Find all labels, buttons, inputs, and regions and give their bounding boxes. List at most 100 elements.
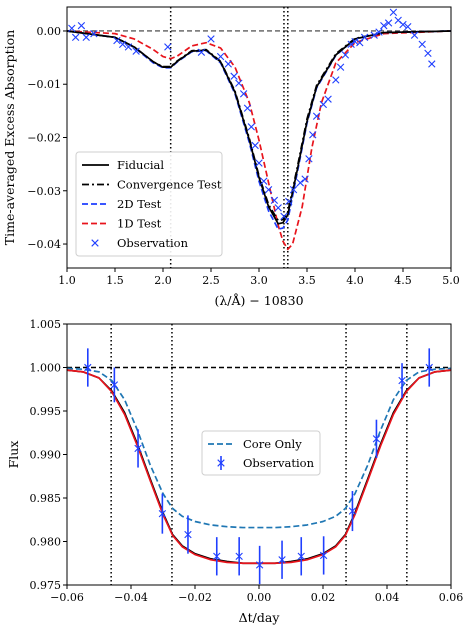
x-tick-label: 4.5 bbox=[394, 274, 412, 287]
legend-label: Observation bbox=[243, 456, 315, 470]
observation-point bbox=[239, 90, 248, 98]
y-tick-label: 0.975 bbox=[30, 579, 62, 592]
x-tick-label: 0.00 bbox=[247, 591, 272, 604]
top-panel-absorption: 1.0 1.5 2.0 2.5 3.0 3.5 4.0 4.5 5.0 0.00 −0.01 −0.0… bbox=[2, 6, 460, 308]
observation-point bbox=[235, 79, 243, 87]
legend-marker bbox=[217, 459, 225, 467]
x-tick-label: 0.04 bbox=[375, 591, 400, 604]
legend: Core Only Observation bbox=[201, 430, 321, 476]
series-line-1d-test bbox=[67, 30, 451, 251]
observation-point bbox=[425, 363, 433, 372]
bottom-panel-flux: −0.06 −0.04 −0.02 0.00 0.02 0.04 0.06 0.975 0.98… bbox=[6, 318, 463, 625]
observation-point bbox=[247, 123, 256, 131]
y-tick-label: 1.005 bbox=[30, 318, 62, 331]
y-axis-label: Time-averaged Excess Absorption bbox=[2, 30, 17, 245]
observation-point bbox=[235, 552, 243, 560]
legend-label: Core Only bbox=[243, 437, 302, 451]
y-tick-label: 0.00 bbox=[37, 25, 62, 38]
observation-point bbox=[71, 33, 80, 42]
y-axis-label: Flux bbox=[6, 441, 21, 469]
observation-point bbox=[428, 60, 436, 68]
observation-point bbox=[372, 435, 381, 443]
observation-point bbox=[389, 8, 398, 17]
observation-point bbox=[84, 363, 92, 372]
series-line-core-only bbox=[67, 367, 451, 529]
observation-point bbox=[347, 40, 355, 48]
observation-point bbox=[274, 204, 282, 212]
observation-point bbox=[134, 444, 142, 453]
observation-point bbox=[398, 376, 406, 385]
x-tick-label: 0.06 bbox=[439, 591, 464, 604]
legend-box bbox=[75, 151, 223, 257]
observation-point bbox=[197, 48, 206, 56]
x-tick-label: 1.5 bbox=[106, 274, 124, 287]
observation-point bbox=[384, 19, 393, 27]
observation-point bbox=[404, 23, 412, 31]
observation-point bbox=[336, 63, 345, 71]
legend-marker bbox=[91, 239, 99, 247]
observation-point bbox=[213, 552, 221, 560]
observation-point bbox=[297, 552, 305, 560]
series-line-convergence-test bbox=[67, 30, 451, 222]
x-axis-label: (λ/Å) − 10830 bbox=[214, 293, 303, 308]
x-tick-label: 1.0 bbox=[58, 274, 76, 287]
observation-point bbox=[132, 47, 140, 55]
observation-point bbox=[319, 551, 328, 560]
observation-point bbox=[260, 177, 268, 185]
observation-point bbox=[399, 20, 407, 29]
observation-point bbox=[158, 509, 167, 518]
observation-point bbox=[68, 24, 76, 32]
y-tick-label: −0.03 bbox=[27, 185, 61, 198]
x-tick-label: 5.0 bbox=[442, 274, 460, 287]
y-tick-label: −0.04 bbox=[27, 238, 61, 251]
observation-point bbox=[289, 186, 298, 194]
observation-point bbox=[184, 530, 192, 539]
observation-point bbox=[243, 104, 252, 112]
observation-point bbox=[312, 112, 321, 120]
observation-point bbox=[375, 28, 383, 36]
observation-point bbox=[280, 212, 288, 221]
x-tick-label: −0.06 bbox=[50, 591, 84, 604]
observation-point bbox=[118, 40, 127, 48]
observation-point bbox=[285, 197, 293, 206]
observation-point bbox=[230, 72, 238, 80]
observation-point bbox=[270, 196, 279, 205]
observation-point bbox=[278, 556, 286, 564]
observation-point bbox=[113, 36, 121, 45]
observation-point bbox=[251, 141, 259, 150]
observation-point bbox=[305, 155, 313, 163]
observation-point bbox=[360, 33, 369, 42]
observation-point bbox=[296, 179, 304, 187]
observation-point bbox=[309, 131, 317, 139]
y-tick-label: 0.995 bbox=[30, 405, 62, 418]
legend-label: 2D Test bbox=[117, 197, 162, 211]
observation-point bbox=[255, 561, 264, 569]
y-tick-label: −0.01 bbox=[27, 78, 61, 91]
legend-label: 1D Test bbox=[117, 217, 162, 231]
observation-point bbox=[164, 43, 172, 51]
observation-point bbox=[341, 51, 350, 59]
observation-point bbox=[410, 31, 419, 39]
observation-point bbox=[264, 186, 273, 194]
observation-point bbox=[332, 76, 340, 84]
observation-point bbox=[124, 43, 133, 51]
observation-point bbox=[301, 175, 309, 183]
observation-point bbox=[324, 95, 332, 103]
observation-point bbox=[82, 33, 90, 42]
plot-area bbox=[67, 324, 451, 585]
legend-label: Fiducial bbox=[117, 158, 164, 172]
x-axis-label: Δt/day bbox=[239, 610, 281, 625]
observation-point bbox=[255, 159, 263, 167]
y-tick-label: −0.02 bbox=[27, 132, 61, 145]
legend: Fiducial Convergence Test 2D Test 1D Test Ob… bbox=[75, 151, 223, 257]
observation-point bbox=[216, 52, 225, 61]
x-tick-label: 0.02 bbox=[311, 591, 336, 604]
x-tick-label: 4.0 bbox=[346, 274, 364, 287]
y-tick-label: 0.980 bbox=[30, 536, 62, 549]
observation-point bbox=[424, 49, 432, 58]
observation-point bbox=[207, 35, 215, 43]
x-tick-label: 3.5 bbox=[298, 274, 316, 287]
x-tick-label: 2.5 bbox=[202, 274, 220, 287]
legend-box bbox=[201, 430, 321, 476]
